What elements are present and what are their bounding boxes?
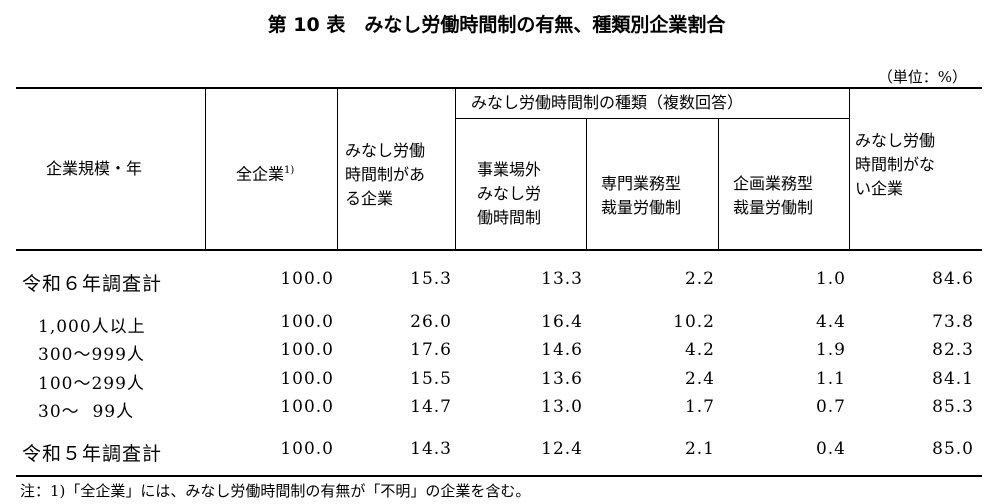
header-bottom-rule xyxy=(16,249,982,251)
data-table: 企業規模・年 全企業1) みなし労働 時間制があ る企業 みなし労働時間制の種類… xyxy=(16,87,982,477)
table-row: 令和６年調査計 100.0 15.3 13.3 2.2 1.0 84.6 xyxy=(22,269,974,295)
col-divider xyxy=(849,87,850,251)
header-types-group: みなし労働時間制の種類（複数回答） xyxy=(471,93,744,112)
header-type-professional: 専門業務型 裁量労働制 xyxy=(601,174,682,217)
col-divider xyxy=(455,87,456,251)
header-type-planning: 企画業務型 裁量労働制 xyxy=(733,174,814,217)
footnote: 注：1)「全企業」には、みなし労働時間制の有無が「不明」の企業を含む。 xyxy=(20,482,531,500)
table-row: 30〜 99人 100.0 14.7 13.0 1.7 0.7 85.3 xyxy=(38,397,974,422)
table-title: 第 10 表 みなし労働時間制の有無、種類別企業割合 xyxy=(267,14,726,36)
header-no-system: みなし労働 時間制がな い企業 xyxy=(855,131,936,198)
table-row: 100〜299人 100.0 15.5 13.6 2.4 1.1 84.1 xyxy=(38,369,974,394)
header-all-companies: 全企業1) xyxy=(236,164,295,184)
header-size-year: 企業規模・年 xyxy=(46,159,143,178)
header-type-outside: 事業場外 みなし労 働時間制 xyxy=(477,160,542,227)
col-divider xyxy=(205,87,206,251)
col-divider xyxy=(337,87,338,251)
table-row: 令和５年調査計 100.0 14.3 12.4 2.1 0.4 85.0 xyxy=(22,439,974,465)
col-divider xyxy=(586,119,587,251)
header-has-system: みなし労働 時間制があ る企業 xyxy=(345,141,426,208)
group-header-rule xyxy=(455,118,849,119)
unit-label: （単位：%） xyxy=(877,68,967,86)
table-bottom-rule xyxy=(16,475,982,477)
table-row: 1,000人以上 100.0 26.0 16.4 10.2 4.4 73.8 xyxy=(38,312,974,337)
col-divider xyxy=(718,119,719,251)
table-row: 300〜999人 100.0 17.6 14.6 4.2 1.9 82.3 xyxy=(38,340,974,365)
table-top-rule xyxy=(16,87,982,89)
